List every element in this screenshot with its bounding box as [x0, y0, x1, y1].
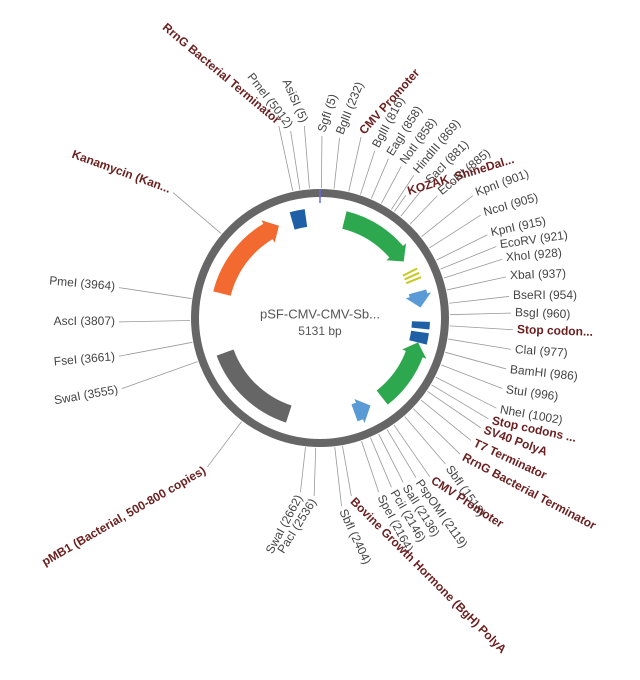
leader-line	[381, 166, 402, 204]
leader-line	[290, 130, 301, 190]
leader-line	[172, 192, 222, 234]
feature-arc	[409, 330, 429, 345]
leader-line	[118, 341, 193, 357]
leader-line	[118, 320, 191, 323]
site-label: PmeI (3964)	[49, 273, 116, 293]
feature-arc	[351, 399, 371, 423]
feature-label: Stop codon...	[517, 322, 593, 339]
plasmid-name: pSF-CMV-CMV-Sb...	[260, 306, 380, 321]
leader-line	[370, 437, 392, 488]
feature-label: RrnG Bacterial Terminator	[160, 20, 284, 127]
leader-line	[445, 351, 507, 370]
feature-arc	[405, 289, 432, 308]
leader-line	[348, 136, 362, 192]
leader-line	[409, 195, 438, 225]
site-label: ClaI (977)	[515, 342, 569, 360]
leader-line	[449, 325, 514, 331]
leader-line	[207, 421, 242, 468]
site-label: NcoI (905)	[482, 190, 540, 219]
leader-line	[393, 424, 431, 477]
leader-line	[320, 135, 323, 189]
leader-line	[435, 376, 497, 409]
leader-line	[378, 433, 404, 483]
leader-line	[313, 447, 317, 497]
site-label: FseI (3661)	[53, 349, 115, 368]
site-label: XhoI (928)	[505, 245, 562, 264]
leader-line	[412, 408, 461, 455]
feature-arc	[342, 211, 407, 262]
site-label: StuI (996)	[505, 382, 559, 403]
leader-line	[400, 184, 426, 217]
feature-mark	[404, 271, 420, 281]
leader-line	[334, 447, 342, 507]
leader-line	[436, 234, 488, 261]
leader-line	[300, 447, 306, 493]
site-label: BamHI (986)	[509, 362, 578, 383]
feature-arc	[216, 349, 292, 423]
leader-line	[420, 399, 472, 441]
leader-line	[448, 338, 512, 350]
site-label: XbaI (937)	[510, 266, 567, 282]
site-label: SwaI (3555)	[53, 382, 119, 407]
leader-line	[446, 276, 507, 291]
leader-line	[429, 214, 481, 249]
leader-line	[370, 158, 389, 199]
plasmid-size: 5131 bp	[298, 324, 342, 338]
leader-line	[449, 312, 512, 316]
leader-line	[440, 246, 497, 270]
feature-mark	[402, 267, 418, 277]
feature-arc	[213, 220, 279, 296]
leader-line	[278, 125, 294, 191]
leader-line	[333, 137, 340, 189]
leader-line	[342, 445, 352, 497]
leader-line	[303, 125, 310, 189]
leader-line	[361, 441, 380, 493]
site-label: AscI (3807)	[54, 314, 115, 328]
site-label: BseRI (954)	[513, 288, 577, 302]
leader-line	[427, 390, 481, 429]
leader-line	[443, 258, 503, 279]
feature-arc	[289, 209, 308, 230]
feature-label: pMB1 (Bacterial, 500-800 copies)	[39, 463, 208, 568]
leader-line	[394, 195, 407, 212]
feature-label: Kanamycin (Kan...	[70, 147, 173, 196]
leader-line	[431, 384, 489, 420]
leader-line	[118, 287, 192, 299]
feature-arc	[411, 321, 430, 330]
feature-arc	[376, 342, 427, 405]
leader-line	[441, 364, 503, 389]
leader-line	[421, 195, 474, 238]
leader-line	[404, 416, 446, 465]
leader-line	[391, 175, 415, 210]
feature-mark	[405, 276, 422, 285]
leader-line	[360, 150, 376, 195]
leader-line	[449, 296, 510, 304]
leader-line	[386, 429, 417, 478]
site-label: BsgI (960)	[515, 305, 571, 321]
leader-line	[121, 361, 198, 390]
